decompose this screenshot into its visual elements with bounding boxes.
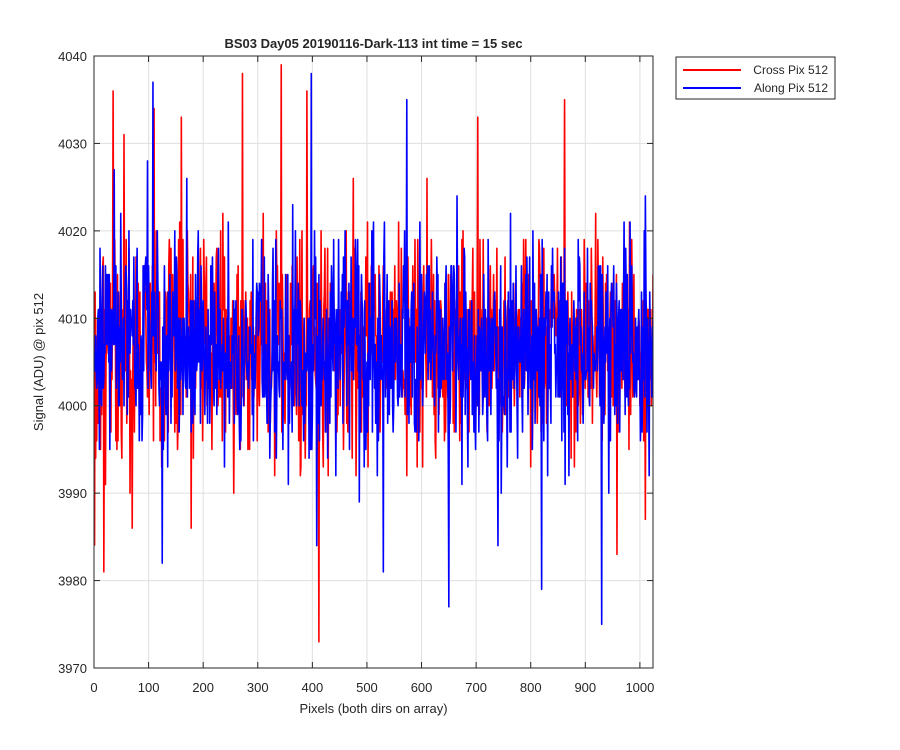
x-tick-label: 300 (247, 680, 269, 695)
x-tick-label: 400 (302, 680, 324, 695)
legend-label-cross: Cross Pix 512 (753, 63, 828, 77)
x-tick-label: 1000 (625, 680, 654, 695)
y-tick-label: 3990 (58, 486, 87, 501)
y-tick-label: 4030 (58, 136, 87, 151)
y-tick-label: 3970 (58, 661, 87, 676)
y-tick-label: 4010 (58, 311, 87, 326)
x-tick-label: 600 (411, 680, 433, 695)
series-line-along (94, 72, 653, 626)
x-tick-label: 900 (574, 680, 596, 695)
legend: Cross Pix 512 Along Pix 512 (675, 56, 836, 100)
y-tick-label: 4040 (58, 49, 87, 64)
axes-box (93, 55, 654, 669)
x-tick-label: 500 (356, 680, 378, 695)
y-tick-label: 4020 (58, 224, 87, 239)
y-axis-label: Signal (ADU) @ pix 512 (31, 293, 46, 431)
legend-label-along: Along Pix 512 (754, 81, 828, 95)
series-layer (94, 63, 653, 643)
chart-title: BS03 Day05 20190116-Dark-113 int time = … (224, 36, 522, 51)
x-tick-label: 200 (192, 680, 214, 695)
legend-box (675, 56, 836, 100)
y-tick-label: 4000 (58, 399, 87, 414)
y-tick-label: 3980 (58, 574, 87, 589)
x-axis-label: Pixels (both dirs on array) (299, 701, 447, 716)
x-tick-label: 100 (138, 680, 160, 695)
x-tick-label: 700 (465, 680, 487, 695)
x-tick-label: 800 (520, 680, 542, 695)
ticks: 0 100 200 300 400 500 600 700 800 900 1000 3970 3980… (58, 49, 654, 695)
x-tick-label: 0 (90, 680, 97, 695)
